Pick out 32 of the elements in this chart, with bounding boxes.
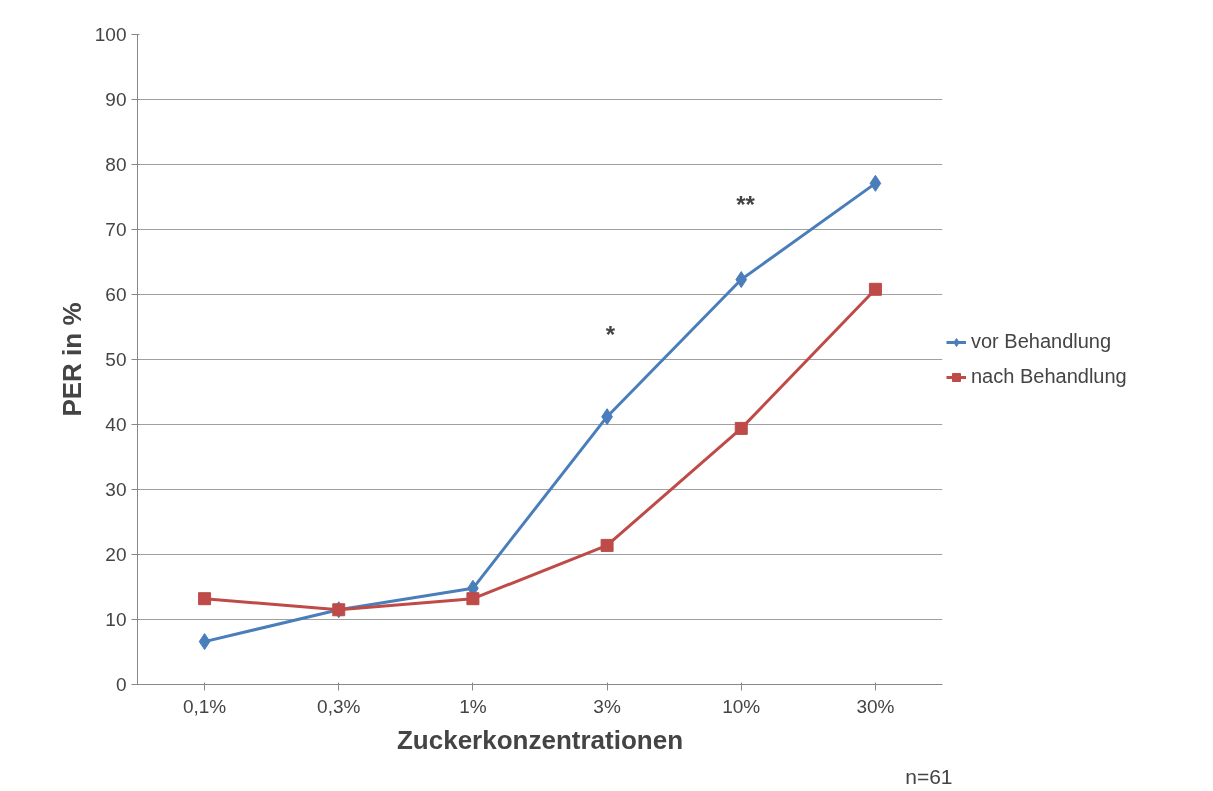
y-tick-label: 80	[105, 154, 127, 175]
x-tick-label: 0,3%	[317, 695, 361, 717]
x-axis-title: Zuckerkonzentrationen	[396, 724, 684, 755]
y-tick-label: 60	[105, 284, 127, 305]
y-tick-label: 100	[94, 24, 127, 45]
point	[198, 633, 211, 651]
y-tick-label: 30	[105, 479, 127, 500]
point	[734, 421, 748, 435]
y-tick-label: 0	[115, 674, 127, 695]
annotation: *	[605, 321, 616, 348]
point	[466, 592, 480, 606]
y-axis-title: PER in %	[56, 302, 87, 417]
x-tick-label: 3%	[593, 695, 621, 717]
annotation: **	[736, 191, 756, 218]
y-tick-label: 70	[105, 219, 127, 240]
x-tick-label: 0,1%	[182, 695, 227, 717]
y-tick-label: 50	[105, 349, 127, 370]
text: n=61	[905, 764, 953, 788]
point	[869, 174, 882, 192]
legend-label: nach Behandlung	[971, 365, 1127, 388]
y-tick-label: 90	[105, 89, 127, 110]
legend-label: vor Behandlung	[971, 330, 1112, 353]
point	[198, 592, 212, 606]
y-tick-label: 20	[105, 544, 127, 565]
point	[735, 271, 748, 289]
point	[868, 282, 882, 296]
y-tick-label: 40	[105, 414, 127, 435]
y-tick-label: 10	[105, 609, 127, 630]
point	[600, 538, 614, 552]
x-tick-label: 10%	[722, 695, 761, 717]
x-tick-label: 30%	[856, 695, 895, 717]
x-tick-label: 1%	[459, 695, 487, 717]
